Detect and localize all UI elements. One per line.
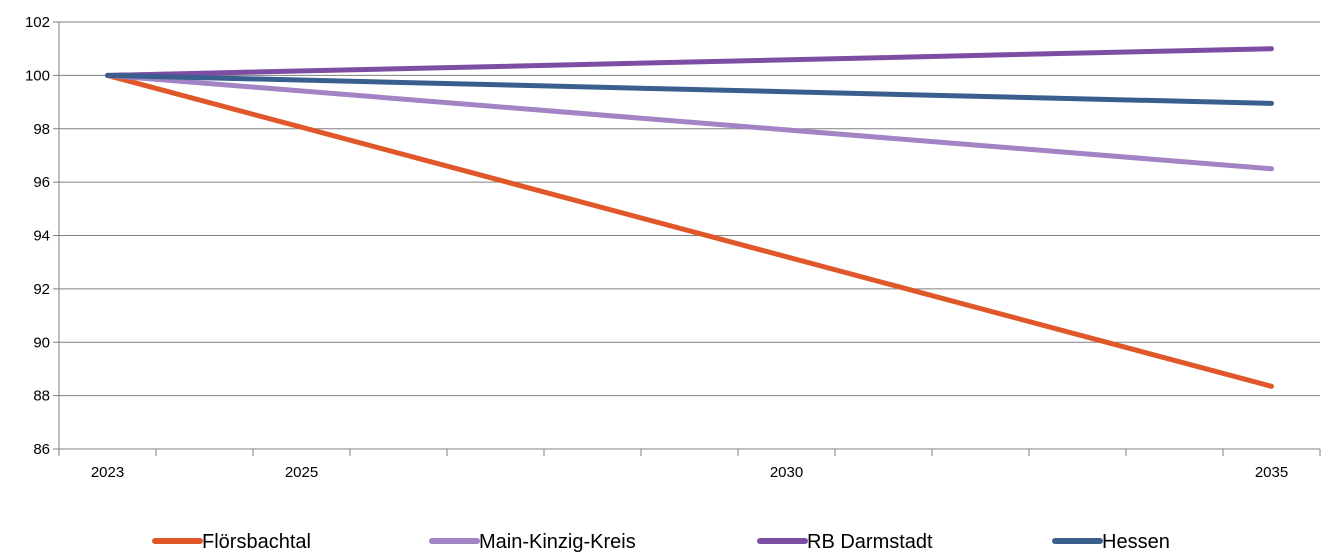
y-axis: 86 88 90 92 94 96 98 100 102 [25, 14, 60, 458]
x-tick-label: 2023 [91, 464, 124, 481]
x-tick-label: 2030 [770, 464, 803, 481]
series-line-3 [105, 72, 1274, 106]
series-lines [105, 46, 1274, 389]
series-line-1 [105, 72, 1274, 172]
legend-label: Flörsbachtal [202, 531, 311, 552]
legend-label: RB Darmstadt [807, 531, 933, 552]
legend: Flörsbachtal Main-Kinzig-Kreis RB Darmstad… [152, 531, 1170, 552]
legend-label: Hessen [1102, 531, 1170, 552]
grid-lines [59, 21, 1320, 450]
x-axis: 2023 2025 2030 2035 [58, 449, 1321, 481]
series-line-0 [105, 72, 1274, 389]
legend-label: Main-Kinzig-Kreis [479, 531, 636, 552]
y-tick-label: 100 [25, 67, 50, 84]
x-tick-label: 2035 [1255, 464, 1288, 481]
y-tick-label: 98 [33, 121, 50, 138]
x-tick-label: 2025 [285, 464, 318, 481]
y-tick-label: 94 [33, 228, 50, 245]
y-tick-label: 88 [33, 388, 50, 405]
y-tick-label: 102 [25, 14, 50, 31]
y-tick-label: 92 [33, 281, 50, 298]
y-tick-label: 86 [33, 441, 50, 458]
y-tick-label: 90 [33, 334, 50, 351]
y-tick-label: 96 [33, 174, 50, 191]
series-line-2 [105, 46, 1274, 78]
